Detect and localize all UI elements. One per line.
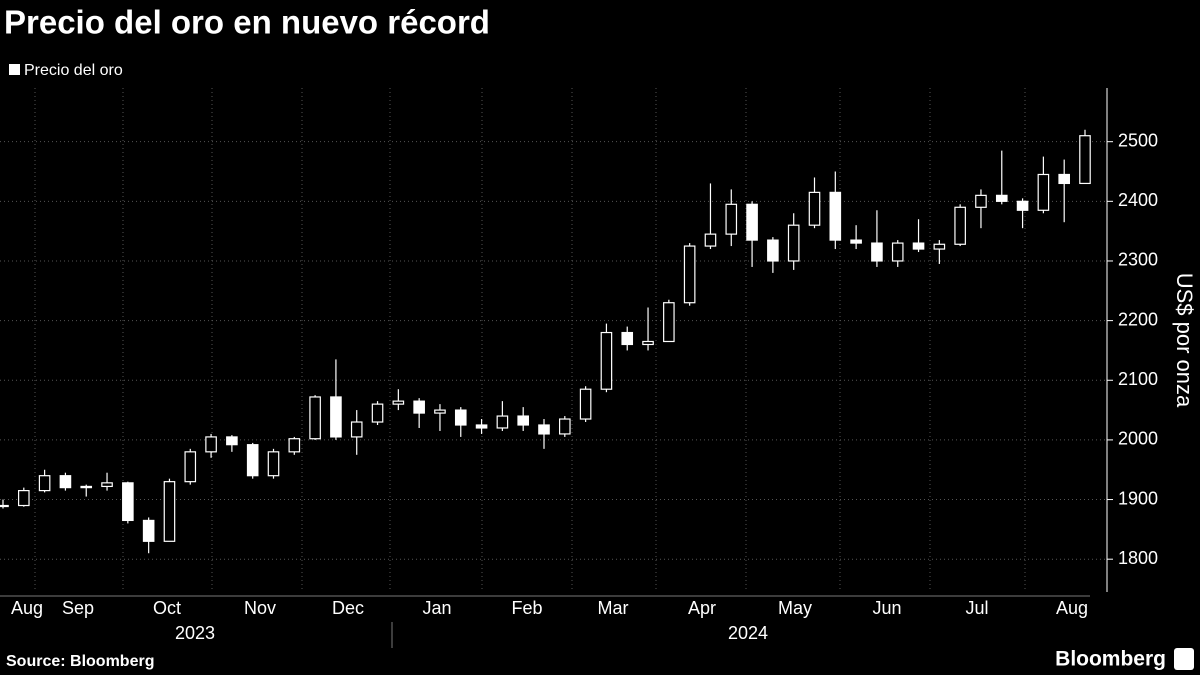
x-tick-label: Aug [11, 598, 43, 618]
y-tick-label: 2000 [1118, 429, 1158, 449]
candle-body [163, 481, 176, 542]
candle-body [850, 239, 862, 244]
candle-body [184, 451, 197, 483]
candle-body [122, 482, 134, 522]
candle-body [621, 331, 634, 346]
candle-body [871, 242, 883, 262]
x-tick-label: Feb [511, 598, 542, 618]
candle-body [995, 194, 1008, 202]
candle-body [413, 400, 425, 414]
candle-body [59, 475, 72, 489]
candle-body [38, 475, 51, 492]
y-tick-label: 2100 [1118, 369, 1158, 389]
x-tick-label: Mar [598, 598, 629, 618]
candle-body [288, 438, 301, 453]
candle-body [517, 415, 529, 426]
candle-body [309, 396, 321, 440]
year-label: 2023 [175, 623, 215, 643]
candle-body [267, 451, 280, 477]
candle-body [18, 490, 30, 507]
candle-body [600, 331, 613, 390]
candle-body [142, 519, 155, 542]
y-tick-label: 2500 [1118, 130, 1158, 150]
candle-body [746, 203, 758, 241]
chart-title: Precio del oro en nuevo récord [4, 4, 490, 41]
candle-body [912, 242, 925, 250]
candle-body [808, 191, 821, 226]
y-axis-label: US$ por onza [1172, 273, 1197, 408]
x-tick-label: Aug [1056, 598, 1088, 618]
x-tick-label: Sep [62, 598, 94, 618]
candle-body [642, 340, 654, 346]
x-tick-label: Nov [244, 598, 276, 618]
legend-swatch [9, 64, 20, 75]
candle-body [933, 243, 946, 250]
candle-body [392, 400, 405, 405]
y-tick-label: 1900 [1118, 488, 1158, 508]
candle-body [579, 388, 592, 420]
candle-body [1037, 173, 1050, 211]
candle-body [559, 418, 571, 435]
candle-body [538, 424, 550, 435]
candle-body [330, 396, 342, 438]
legend-label: Precio del oro [24, 62, 123, 79]
candle-body [725, 203, 738, 235]
year-label: 2024 [728, 623, 768, 643]
candle-body [663, 302, 675, 343]
candle-body [205, 436, 217, 453]
y-tick-label: 2400 [1118, 190, 1158, 210]
x-tick-label: Jun [872, 598, 901, 618]
x-tick-label: Jan [422, 598, 451, 618]
candle-body [1016, 200, 1029, 211]
candle-body [454, 409, 467, 426]
candle-body [434, 409, 446, 414]
brand-icon [1174, 648, 1194, 670]
candle-body [1079, 135, 1091, 185]
candle-body [246, 444, 259, 477]
candle-body [80, 485, 93, 489]
x-tick-label: Apr [688, 598, 716, 618]
brand: Bloomberg [1055, 648, 1166, 671]
y-tick-label: 2200 [1118, 309, 1158, 329]
candle-body [496, 415, 509, 429]
y-tick-label: 2300 [1118, 250, 1158, 270]
candle-body [371, 403, 384, 423]
x-tick-label: Oct [153, 598, 181, 618]
candle-body [683, 245, 696, 304]
candle-body [350, 421, 363, 438]
candle-body [1058, 173, 1070, 185]
candle-body [975, 194, 987, 208]
candle-body [767, 239, 779, 262]
candle-body [787, 224, 800, 262]
y-tick-label: 1800 [1118, 548, 1158, 568]
candle-body [891, 242, 904, 262]
candle-body [954, 206, 966, 245]
candle-body [101, 482, 113, 488]
candle-body [704, 233, 717, 247]
candle-body [226, 436, 238, 446]
x-tick-label: Jul [965, 598, 988, 618]
source: Source: Bloomberg [6, 653, 154, 670]
x-tick-label: Dec [332, 598, 364, 618]
x-tick-label: May [778, 598, 812, 618]
candle-body [829, 191, 842, 241]
candle-body [0, 504, 9, 508]
candle-body [475, 424, 488, 429]
